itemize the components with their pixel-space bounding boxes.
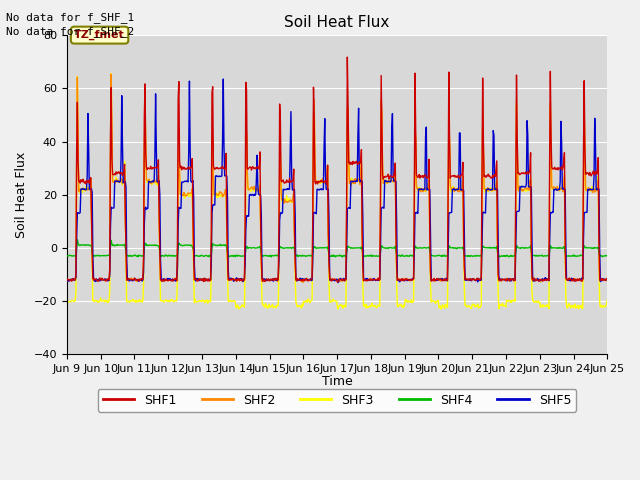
SHF4 (604, 253, 611, 259)
Line: SHF1: SHF1 (67, 57, 607, 282)
SHF3 (334, 306, 342, 312)
SHF1 (253, 165, 260, 170)
SHF2 (63, 277, 70, 283)
SHF1 (333, 279, 341, 285)
SHF4 (424, 245, 432, 251)
SHF1 (604, 277, 611, 283)
SHF4 (74, 237, 81, 243)
SHF4 (227, 253, 234, 259)
SHF2 (127, 276, 135, 282)
Line: SHF5: SHF5 (67, 79, 607, 283)
Line: SHF4: SHF4 (67, 240, 607, 257)
SHF5 (274, 277, 282, 283)
SHF3 (604, 297, 611, 302)
SHF1 (226, 277, 234, 283)
SHF2 (253, 185, 261, 191)
SHF4 (63, 253, 70, 259)
SHF5 (604, 276, 611, 282)
SHF1 (126, 276, 134, 282)
SHF2 (604, 276, 611, 282)
X-axis label: Time: Time (322, 375, 353, 388)
SHF3 (63, 299, 70, 304)
SHF2 (424, 180, 432, 186)
SHF3 (227, 298, 234, 304)
SHF3 (253, 186, 261, 192)
SHF5 (220, 76, 227, 82)
SHF2 (108, 72, 115, 77)
SHF5 (126, 277, 134, 283)
SHF1 (394, 276, 402, 282)
Line: SHF3: SHF3 (67, 73, 607, 309)
SHF4 (394, 253, 402, 259)
SHF4 (127, 253, 135, 259)
SHF4 (253, 245, 261, 251)
SHF1 (424, 174, 432, 180)
SHF3 (127, 298, 135, 304)
SHF5 (63, 278, 70, 284)
SHF2 (274, 279, 282, 285)
SHF1 (273, 276, 281, 281)
Text: No data for f_SHF_1: No data for f_SHF_1 (6, 12, 134, 23)
Legend: SHF1, SHF2, SHF3, SHF4, SHF5: SHF1, SHF2, SHF3, SHF4, SHF5 (98, 389, 576, 412)
SHF5 (394, 277, 402, 283)
SHF1 (63, 276, 70, 281)
SHF5 (227, 276, 234, 281)
SHF4 (274, 252, 282, 258)
Line: SHF2: SHF2 (67, 74, 607, 282)
SHF3 (394, 304, 402, 310)
Text: TZ_fmet: TZ_fmet (74, 30, 125, 40)
SHF3 (424, 185, 432, 191)
SHF3 (108, 71, 115, 76)
SHF5 (334, 280, 342, 286)
SHF5 (253, 152, 261, 158)
SHF1 (344, 54, 351, 60)
SHF3 (274, 303, 282, 309)
SHF5 (424, 187, 432, 192)
Y-axis label: Soil Heat Flux: Soil Heat Flux (15, 152, 28, 238)
Title: Soil Heat Flux: Soil Heat Flux (284, 15, 390, 30)
SHF2 (394, 276, 402, 281)
SHF4 (339, 254, 346, 260)
SHF2 (299, 279, 307, 285)
SHF2 (227, 276, 234, 282)
Text: No data for f_SHF_2: No data for f_SHF_2 (6, 26, 134, 37)
